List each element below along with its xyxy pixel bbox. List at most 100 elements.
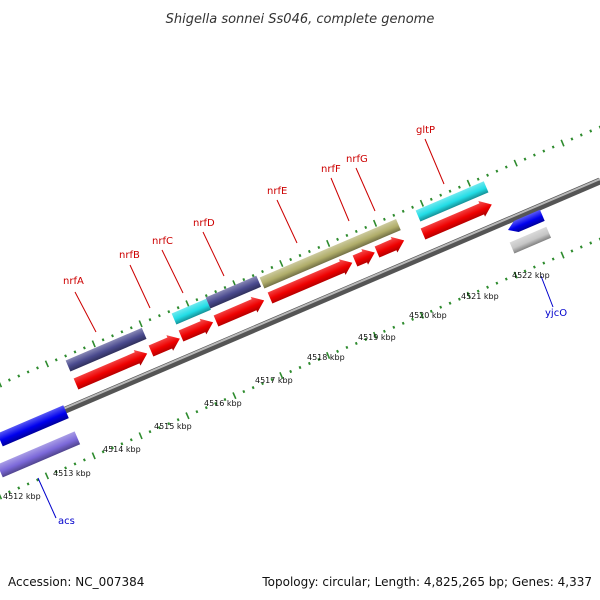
tick-mark (251, 385, 255, 390)
tick-mark (26, 370, 30, 374)
tick-mark (513, 159, 518, 167)
tick-mark (36, 478, 39, 482)
tick-mark (298, 253, 302, 258)
gene-label-nrfF[interactable]: nrfF (321, 164, 341, 175)
tick-mark (17, 486, 21, 490)
gene-label-nrfE[interactable]: nrfE (267, 186, 287, 197)
tick-mark (138, 320, 143, 328)
tick-mark (513, 271, 518, 279)
tick-ring-inner (0, 237, 600, 500)
tick-mark (167, 310, 171, 314)
feature-blue-shape (508, 209, 545, 232)
cds-forward (73, 350, 148, 390)
gene-label-gltP[interactable]: gltP (416, 125, 435, 136)
kbp-label: 4514 kbp (103, 445, 141, 454)
cds-forward (420, 201, 492, 240)
tick-mark (364, 337, 368, 341)
gene-label-nrfD[interactable]: nrfD (193, 218, 215, 229)
tick-mark (326, 351, 331, 360)
tick-mark (167, 422, 171, 426)
label-leader-line (74, 291, 97, 333)
tick-mark (261, 382, 264, 386)
tick-mark (214, 289, 218, 294)
feature-navy-shape (205, 275, 262, 309)
tick-mark (54, 358, 58, 362)
gene-label-nrfC[interactable]: nrfC (152, 236, 173, 247)
tick-mark (457, 185, 461, 189)
kbp-label: 4512 kbp (3, 492, 41, 501)
tick-mark (429, 309, 433, 313)
tick-mark (354, 341, 358, 345)
tick-mark (101, 450, 105, 454)
tick-mark (457, 297, 461, 301)
tick-mark (466, 179, 471, 187)
tick-mark (120, 330, 124, 334)
tick-mark (91, 452, 96, 460)
tick-mark (532, 153, 536, 157)
gene-labels: nrfA nrfB nrfC nrfD nrfE nrfF nrfG gltP … (58, 125, 567, 527)
tick-mark (317, 357, 321, 361)
tick-ring-outer (0, 125, 600, 388)
feature-navy (65, 327, 147, 372)
tick-mark (64, 354, 68, 358)
gene-label-nrfB[interactable]: nrfB (119, 250, 140, 261)
leader-lines (37, 138, 554, 519)
tick-mark (523, 157, 527, 161)
tick-mark (504, 277, 508, 281)
tick-mark (251, 273, 255, 278)
tick-mark (270, 265, 274, 270)
cds-forward (148, 335, 180, 357)
feature-blue-shape (0, 405, 69, 447)
tick-mark (551, 145, 555, 149)
tick-mark (570, 249, 574, 253)
tick-mark (419, 311, 425, 319)
feature-lavender (0, 431, 81, 478)
tick-mark (364, 225, 368, 229)
cds-forward (178, 318, 214, 342)
gene-label-nrfA[interactable]: nrfA (63, 276, 84, 287)
tick-mark (372, 219, 378, 227)
genome-backbone (0, 177, 600, 442)
tick-mark (111, 446, 114, 450)
cds-forward (352, 249, 375, 267)
tick-mark (289, 257, 293, 262)
tick-mark (261, 270, 264, 274)
tick-mark (111, 334, 114, 338)
tick-mark (372, 331, 378, 339)
accession-text: Accession: NC_007384 (8, 575, 144, 589)
tick-mark (560, 251, 565, 259)
tick-mark (54, 470, 58, 474)
kbp-label: 4513 kbp (53, 469, 91, 478)
tick-mark (214, 401, 218, 406)
tick-mark (419, 199, 425, 207)
tick-mark (148, 318, 152, 322)
cds-forward-shape (148, 335, 180, 357)
kbp-labels: 4512 kbp 4513 kbp 4514 kbp 4515 kbp 4516… (3, 271, 550, 501)
tick-mark (73, 350, 77, 354)
cds-forward-shape (213, 296, 265, 327)
gene-label-acs[interactable]: acs (58, 516, 75, 527)
label-leader-line (129, 264, 151, 309)
label-leader-line (540, 275, 554, 308)
tick-mark (82, 458, 86, 462)
feature-lavender-shape (0, 431, 81, 478)
tick-mark (289, 369, 293, 374)
tick-mark (223, 286, 227, 290)
tick-mark (129, 326, 133, 330)
tick-mark (223, 398, 227, 402)
gene-label-yjcO[interactable]: yjcO (545, 308, 567, 319)
tick-mark (120, 442, 124, 446)
feature-navy-shape (65, 327, 147, 372)
tick-mark (476, 289, 480, 293)
kbp-label: 4517 kbp (255, 376, 293, 385)
tick-mark (448, 301, 452, 305)
tick-mark (382, 329, 386, 333)
map-title: Shigella sonnei Ss046, complete genome (166, 12, 435, 27)
gene-label-nrfG[interactable]: nrfG (346, 154, 368, 165)
tick-mark (579, 245, 583, 249)
cds-forward-shape (73, 350, 148, 390)
tick-mark (392, 213, 396, 217)
feature-cyan (171, 298, 211, 325)
tick-mark (279, 371, 284, 380)
tick-mark (129, 438, 133, 442)
